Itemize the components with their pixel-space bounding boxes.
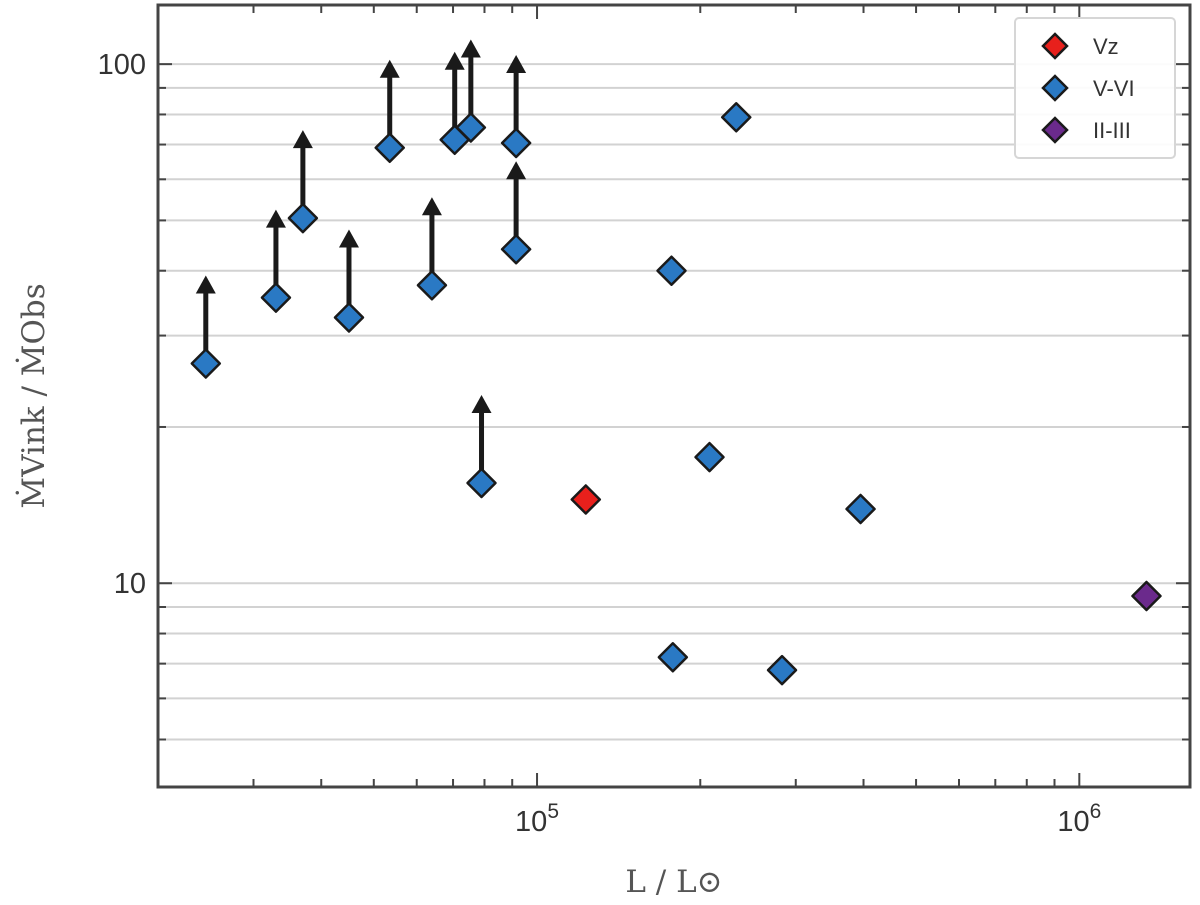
legend-label: Vz: [1093, 34, 1119, 59]
grid-lines: [158, 63, 1190, 741]
data-point: [466, 467, 497, 499]
lower-limit-arrows: [195, 39, 527, 479]
plot-frame: [156, 3, 1192, 789]
lower-limit-arrow-head: [379, 59, 400, 78]
data-point: [260, 282, 292, 313]
y-tick-labels: 10 100: [98, 49, 146, 600]
data-point: [766, 654, 798, 686]
data-point: [1131, 580, 1162, 612]
lower-limit-arrow-head: [195, 275, 216, 294]
data-point: [333, 302, 365, 333]
lower-limit-arrow-head: [421, 197, 442, 216]
data-point: [455, 112, 487, 143]
legend-marker: [1041, 32, 1069, 60]
data-point: [694, 441, 725, 473]
x-tick-label: 105: [515, 800, 559, 838]
lower-limit-arrow-head: [506, 54, 527, 73]
x-tick-label: 106: [1057, 800, 1101, 838]
legend-marker: [1041, 74, 1069, 102]
lower-limit-arrow-head: [471, 394, 492, 413]
x-axis-label: L / L⊙: [625, 864, 722, 900]
legend-label: II-III: [1093, 118, 1131, 143]
legend: Vz V-VI II-III: [1014, 17, 1176, 159]
data-point: [190, 348, 222, 379]
y-tick-label: 10: [114, 568, 146, 600]
data-point: [416, 270, 448, 301]
y-axis-label: ṀVink / ṀObs: [14, 283, 52, 508]
x-tick-labels: 105 106: [515, 800, 1101, 838]
legend-marker: [1041, 116, 1069, 144]
data-point: [287, 202, 319, 234]
data-point: [570, 484, 602, 515]
data-points: [190, 102, 1162, 686]
data-point: [845, 493, 876, 525]
data-point: [720, 102, 752, 133]
y-tick-label: 100: [98, 49, 146, 81]
lower-limit-arrow-head: [460, 39, 481, 58]
lower-limit-arrow-head: [265, 209, 286, 228]
data-point: [656, 255, 687, 286]
lower-limit-arrow-head: [338, 229, 359, 248]
data-point: [500, 233, 532, 265]
lower-limit-arrow-head: [506, 161, 527, 180]
legend-label: V-VI: [1093, 76, 1135, 101]
lower-limit-arrow-head: [292, 130, 313, 149]
data-point: [500, 127, 532, 159]
data-point: [657, 642, 689, 673]
data-point: [374, 132, 405, 164]
lower-limit-arrow-head: [444, 51, 465, 70]
